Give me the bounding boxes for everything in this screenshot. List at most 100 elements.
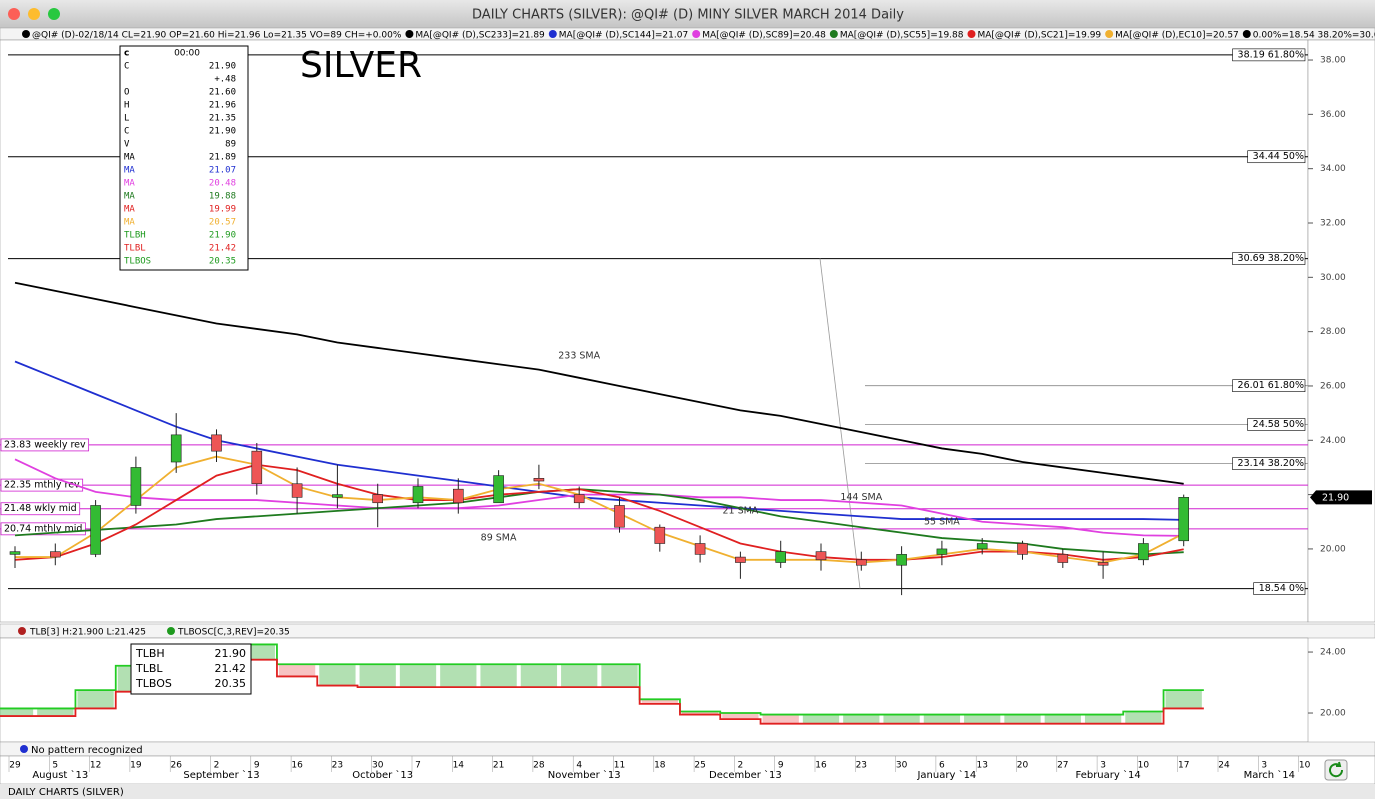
data-window-value: 21.90: [209, 62, 236, 72]
candle-body: [1178, 497, 1189, 542]
indicator-dot: [1105, 30, 1114, 38]
tlb-subtitle: TLBOSC[C,3,REV]=20.35: [177, 628, 290, 638]
tlb-brick: [1165, 690, 1202, 709]
data-window-value: 21.60: [209, 88, 236, 98]
indicator-text: MA[@QI# (D),EC10]=20.57: [1115, 31, 1239, 41]
price-axis: [1307, 39, 1375, 623]
x-tick-label: 23: [856, 761, 867, 771]
x-tick-label: 9: [254, 761, 260, 771]
status-text: DAILY CHARTS (SILVER): [8, 787, 124, 798]
tlb-brick: [480, 664, 517, 688]
data-window-label: O: [124, 88, 129, 98]
ma-annotation: 233 SMA: [558, 351, 600, 362]
x-tick-label: 9: [778, 761, 784, 771]
data-window-label: TLBOS: [124, 257, 151, 267]
series-line: [15, 455, 1185, 564]
series-line: [14, 463, 1184, 561]
indicator-dot: [548, 30, 557, 38]
fib-label: 23.14 38.20%: [1238, 458, 1304, 469]
candle-body: [654, 526, 666, 544]
last-price-label: 21.90: [1322, 492, 1349, 503]
rev-label-box: [0, 502, 81, 516]
rev-label: 23.83 weekly rev: [4, 439, 86, 450]
y-tick-label: 32.00: [1320, 218, 1346, 228]
data-window-value: 20.35: [209, 257, 236, 267]
series-line: [14, 458, 1184, 537]
tlb-brick: [520, 664, 558, 688]
candle-body: [412, 486, 424, 504]
trend-guide: [819, 258, 861, 589]
x-tick-label: 28: [533, 761, 545, 771]
pattern-dot: [20, 745, 28, 753]
chart-title: SILVER: [300, 45, 422, 86]
ma-annotation: 55 SMA: [924, 516, 960, 527]
indicator-text: @QI# (D)-02/18/14 CL=21.90 OP=21.60 Hi=2…: [32, 31, 402, 41]
x-tick-label: 27: [1057, 761, 1068, 771]
x-tick-label: 10: [1138, 761, 1150, 771]
tlb-dot: [18, 627, 26, 635]
y-tick-label: 24.00: [1320, 436, 1346, 446]
data-window-value: 21.07: [209, 166, 236, 176]
candle-body: [1138, 543, 1149, 561]
tlb-brick: [762, 714, 799, 724]
indicator-text: MA[@QI# (D),SC55]=19.88: [840, 31, 964, 41]
data-window-value: 21.42: [209, 244, 236, 254]
tlb-brick: [722, 713, 759, 720]
candle-body: [291, 483, 303, 498]
candle-body: [775, 551, 787, 563]
tlb-brick: [1044, 714, 1081, 724]
y-tick-label: 20.00: [1320, 709, 1346, 719]
data-window-label: C: [124, 62, 129, 72]
rev-label: 20.74 mthly mid: [4, 523, 82, 534]
data-window-label: H: [124, 101, 129, 111]
rev-label: 21.48 wkly mid: [4, 503, 77, 514]
tlbosc-dot: [167, 627, 175, 635]
x-tick-label: 10: [1299, 761, 1311, 771]
tlb-brick: [561, 664, 598, 688]
x-tick-label: 18: [654, 761, 666, 771]
y-tick-label: 30.00: [1320, 273, 1346, 283]
indicator-text: MA[@QI# (D),SC21]=19.99: [978, 31, 1102, 41]
zoom-button[interactable]: [48, 8, 60, 20]
tlb-brick: [0, 708, 34, 717]
title-bar: [0, 0, 1375, 28]
data-window-label: TLBL: [124, 244, 146, 254]
candle-body: [896, 554, 907, 566]
data-window-value: 21.96: [209, 101, 236, 111]
tlb-brick: [964, 714, 1001, 724]
data-window-value: 19.88: [209, 192, 236, 202]
y-tick-label: 28.00: [1320, 327, 1346, 337]
data-window-head: 00:00: [174, 49, 200, 59]
month-label: September `13: [183, 769, 259, 781]
data-window-label: L: [124, 114, 129, 124]
indicator-dot: [405, 30, 414, 38]
tlb-brick: [77, 690, 114, 709]
candle-body: [9, 551, 21, 555]
fib-label-box: [1232, 379, 1306, 392]
data-window-value: 21.90: [209, 231, 236, 241]
rev-label-box: [0, 438, 90, 452]
tlb-brick: [923, 714, 961, 724]
candle-body: [1097, 562, 1109, 566]
month-label: November `13: [548, 769, 621, 781]
series-line: [14, 360, 1184, 521]
tlb-legend-box: [130, 643, 252, 695]
fib-label: 34.44 50%: [1253, 151, 1304, 162]
minimize-button[interactable]: [28, 8, 40, 20]
fib-label-box: [1247, 150, 1306, 164]
tlb-brick: [843, 714, 880, 724]
candle-body: [976, 543, 988, 550]
data-window-value: 19.99: [209, 205, 236, 215]
x-tick-label: 26: [170, 761, 182, 771]
tlb-brick: [399, 664, 437, 688]
candle-body: [251, 450, 263, 485]
data-window-label: MA: [124, 166, 135, 176]
candle-body: [452, 488, 464, 504]
close-button[interactable]: [8, 8, 20, 20]
rev-label: 22.35 mthly rev: [4, 480, 80, 491]
refresh-button[interactable]: [1324, 759, 1348, 781]
tlb-brick: [802, 714, 840, 724]
data-window-label: MA: [124, 192, 135, 202]
candle-body: [211, 434, 222, 452]
